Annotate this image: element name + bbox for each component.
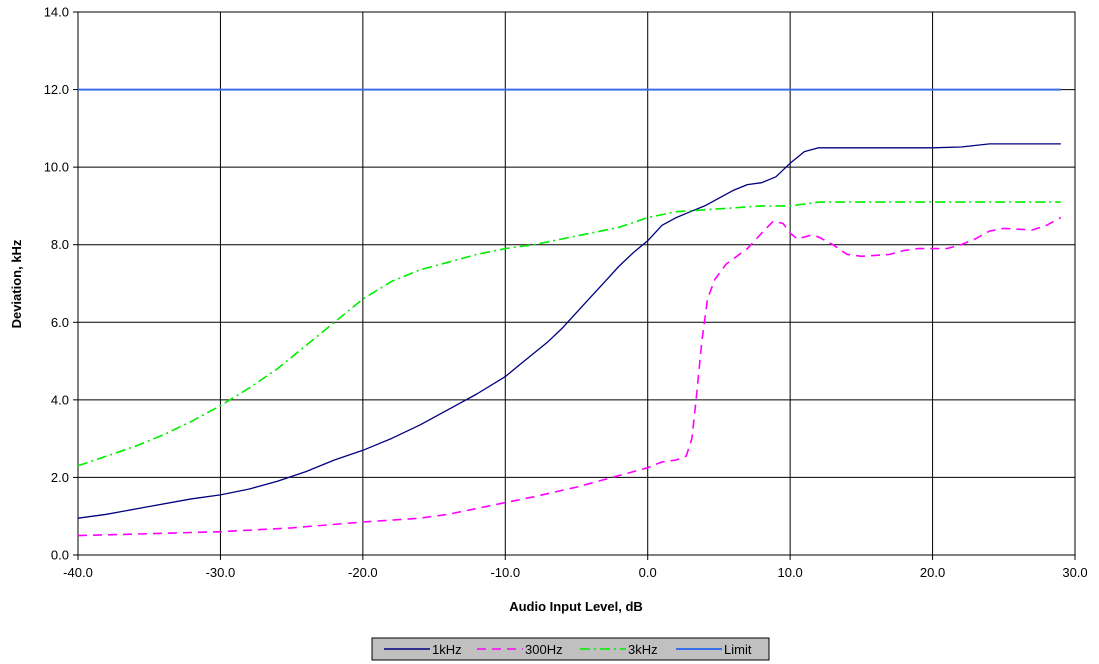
legend: 1kHz 300Hz 3kHz Limit [371,637,770,661]
series-line-3khz [77,201,1061,467]
y-tick-label: 10.0 [44,160,69,175]
legend-label-300hz: 300Hz [525,642,563,657]
y-tick-label: 8.0 [51,237,69,252]
legend-label-limit: Limit [724,642,752,657]
legend-label-3khz: 3kHz [628,642,658,657]
y-tick-label: 12.0 [44,82,69,97]
series-lines [77,88,1062,537]
x-tick-label: 20.0 [920,565,945,580]
y-tick-label: 6.0 [51,315,69,330]
x-axis-title: Audio Input Level, dB [509,599,643,614]
x-tick-labels: -40.0 -30.0 -20.0 -10.0 0.0 10.0 20.0 30.0 [63,565,1087,580]
y-tick-label: 4.0 [51,392,69,407]
y-tick-label: 14.0 [44,5,69,20]
series-line-1khz [77,143,1061,519]
x-tick-label: -20.0 [348,565,378,580]
y-tick-label: 2.0 [51,470,69,485]
y-tick-label: 0.0 [51,548,69,563]
x-tick-label: -40.0 [63,565,93,580]
plot-area [77,11,1076,556]
y-tick-labels: 0.0 2.0 4.0 6.0 8.0 10.0 12.0 14.0 [44,5,69,563]
x-tick-label: 30.0 [1062,565,1087,580]
y-axis-title: Deviation, kHz [9,239,24,328]
series-line-300hz [77,216,1062,537]
x-tick-label: -30.0 [206,565,236,580]
legend-box [371,637,770,661]
x-tick-label: -10.0 [490,565,520,580]
legend-label-1khz: 1kHz [432,642,462,657]
x-tick-label: 10.0 [777,565,802,580]
x-tick-label: 0.0 [639,565,657,580]
